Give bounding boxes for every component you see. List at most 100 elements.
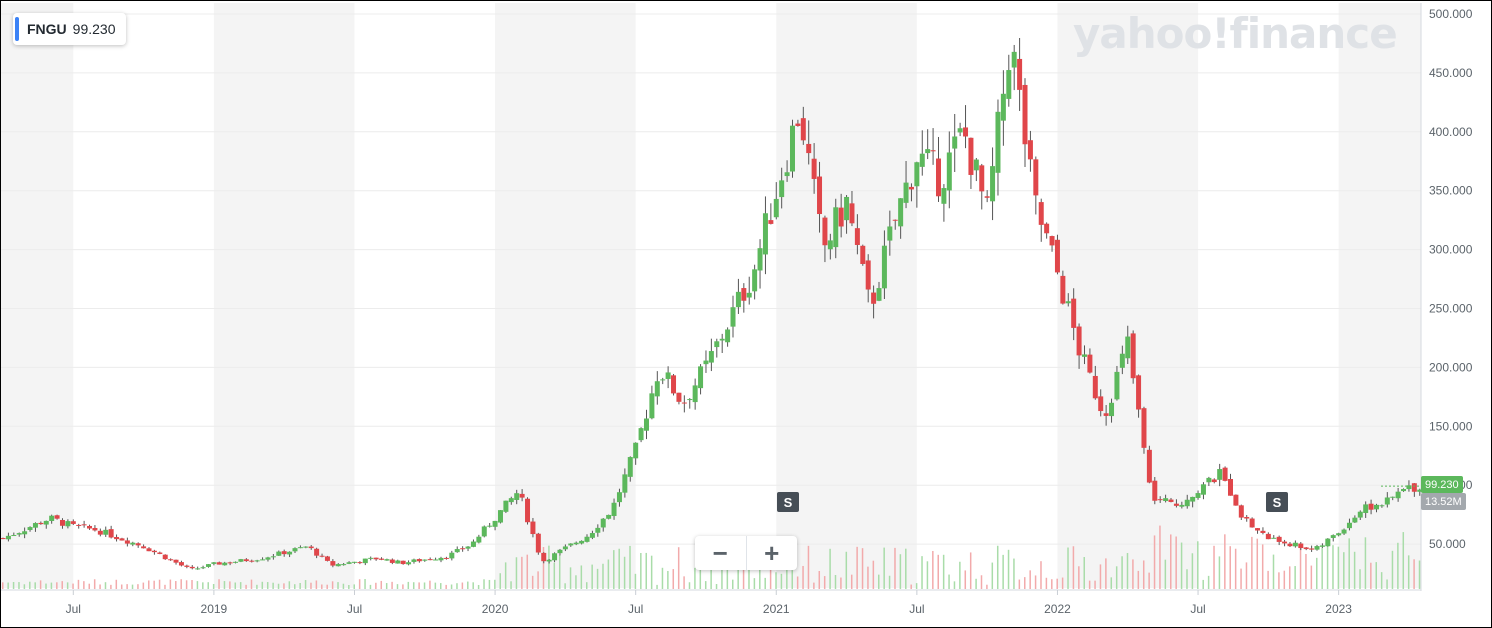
volume-bar bbox=[1407, 555, 1410, 589]
x-tick-label: Jul bbox=[66, 602, 81, 616]
candle-body bbox=[725, 329, 731, 343]
zoom-out-button[interactable]: − bbox=[695, 536, 747, 570]
volume-bar bbox=[380, 580, 383, 589]
volume-bar bbox=[1294, 566, 1296, 589]
candle-body bbox=[708, 351, 714, 363]
volume-bar bbox=[748, 552, 750, 589]
candle-body bbox=[1163, 498, 1169, 502]
candle-body bbox=[1011, 51, 1017, 68]
candle-body bbox=[157, 552, 163, 554]
zoom-in-button[interactable]: + bbox=[764, 537, 780, 568]
volume-bar bbox=[1326, 540, 1329, 589]
volume-bar bbox=[461, 582, 464, 589]
volume-bar bbox=[1343, 552, 1345, 589]
candle-body bbox=[292, 548, 298, 552]
volume-bar bbox=[553, 562, 556, 589]
candle-body bbox=[990, 166, 996, 202]
candle-body bbox=[1136, 375, 1142, 410]
candle-body bbox=[1309, 548, 1315, 550]
candle-body bbox=[789, 125, 795, 172]
volume-bar bbox=[229, 581, 231, 589]
candle-body bbox=[514, 493, 520, 501]
zoom-controls: − + bbox=[695, 536, 797, 570]
volume-bar bbox=[764, 577, 766, 589]
volume-bar bbox=[850, 574, 853, 589]
candle-body bbox=[762, 213, 768, 255]
volume-bar bbox=[1029, 570, 1031, 589]
volume-bar bbox=[467, 581, 469, 589]
candle-body bbox=[611, 502, 617, 517]
volume-bar bbox=[418, 582, 420, 589]
volume-bar bbox=[212, 583, 215, 589]
candle-body bbox=[503, 500, 509, 512]
candle-body bbox=[1087, 354, 1093, 373]
candle-body bbox=[324, 556, 330, 561]
volume-bar bbox=[818, 571, 821, 589]
volume-bar bbox=[1240, 568, 1242, 589]
candle-body bbox=[1027, 140, 1033, 160]
candle-body bbox=[195, 568, 201, 570]
candle-body bbox=[351, 561, 357, 563]
volume-bar bbox=[283, 583, 285, 589]
volume-bar bbox=[202, 582, 204, 589]
candle-body bbox=[795, 123, 801, 126]
candle-body bbox=[1379, 505, 1385, 507]
candle-body bbox=[211, 562, 217, 564]
volume-bar bbox=[786, 563, 788, 589]
candle-body bbox=[233, 561, 239, 563]
candle-body bbox=[124, 540, 130, 544]
volume-bar bbox=[721, 562, 723, 589]
candle-body bbox=[703, 360, 709, 365]
volume-bar bbox=[1099, 564, 1102, 589]
volume-bar bbox=[791, 570, 793, 589]
y-tick-label: 200.000 bbox=[1429, 360, 1473, 374]
y-tick-label: 350.000 bbox=[1429, 184, 1473, 198]
candle-body bbox=[297, 547, 303, 549]
x-tick-label: 2023 bbox=[1325, 602, 1352, 616]
volume-bar bbox=[99, 584, 101, 589]
candle-body bbox=[995, 111, 1001, 173]
candle-body bbox=[189, 566, 195, 569]
volume-bar bbox=[88, 583, 91, 589]
volume-bar bbox=[375, 582, 377, 589]
volume-bar bbox=[921, 556, 923, 589]
volume-bar bbox=[878, 574, 880, 589]
volume-bar bbox=[1413, 559, 1415, 589]
candle-body bbox=[660, 379, 666, 381]
volume-bar bbox=[526, 554, 529, 589]
split-event-badge[interactable]: S bbox=[777, 492, 799, 512]
candle-body bbox=[270, 556, 276, 558]
candle-body bbox=[811, 158, 817, 179]
volume-bar bbox=[807, 545, 810, 589]
volume-bar bbox=[337, 582, 339, 589]
volume-bar bbox=[1310, 565, 1313, 589]
candle-body bbox=[1141, 408, 1147, 448]
candle-body bbox=[65, 521, 71, 527]
candle-body bbox=[1103, 413, 1109, 416]
volume-bar bbox=[769, 566, 772, 589]
candle-body bbox=[22, 531, 28, 535]
volume-bar bbox=[456, 583, 458, 589]
volume-bar bbox=[364, 579, 366, 589]
candle-body bbox=[1330, 535, 1336, 538]
candle-body bbox=[70, 521, 76, 524]
candle-body bbox=[1152, 480, 1158, 501]
candle-body bbox=[730, 307, 736, 327]
candle-body bbox=[584, 536, 590, 542]
candle-body bbox=[43, 520, 49, 525]
candle-body bbox=[887, 226, 893, 241]
volume-bar bbox=[894, 547, 896, 589]
candle-body bbox=[606, 514, 612, 519]
candle-body bbox=[384, 559, 390, 561]
candle-body bbox=[1081, 354, 1087, 357]
candle-body bbox=[557, 549, 563, 554]
candle-body bbox=[838, 207, 844, 227]
volume-bar bbox=[1386, 579, 1388, 589]
candle-body bbox=[476, 536, 482, 543]
volume-bar bbox=[1245, 562, 1248, 589]
volume-bar bbox=[1094, 580, 1096, 589]
split-event-badge[interactable]: S bbox=[1266, 492, 1288, 512]
candle-body bbox=[1276, 536, 1282, 542]
volume-bar bbox=[1197, 541, 1199, 589]
